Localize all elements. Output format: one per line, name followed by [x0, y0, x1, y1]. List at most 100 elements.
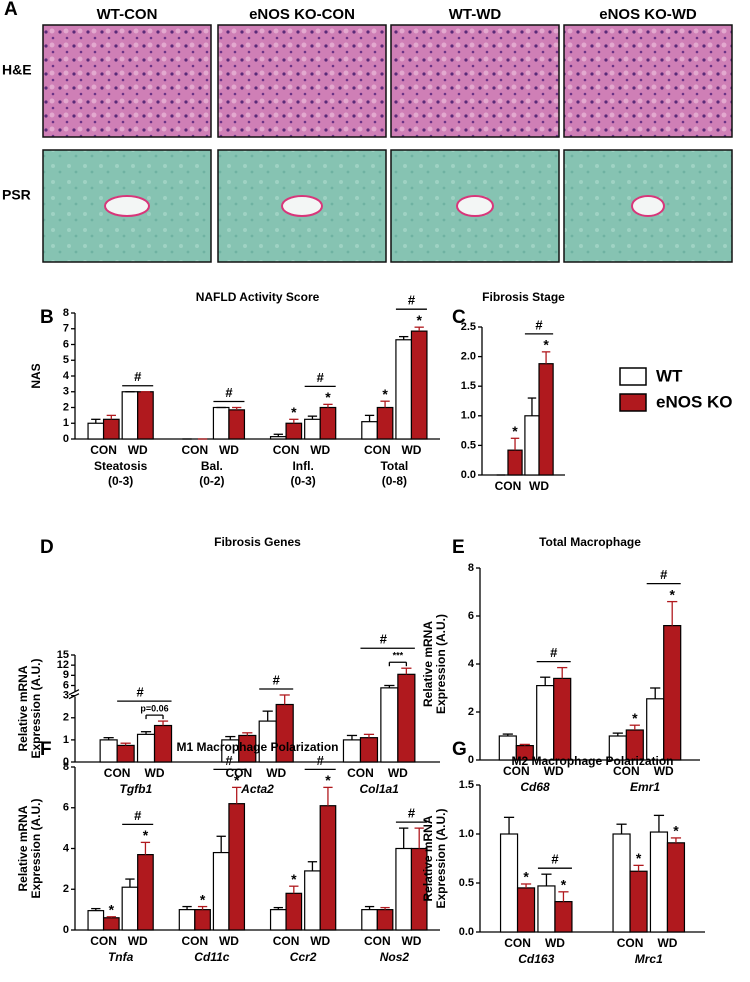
significance-star: * — [673, 823, 679, 839]
group-note: (0-2) — [199, 474, 224, 488]
x-tick-label: WD — [401, 443, 421, 457]
bar — [666, 842, 686, 933]
x-tick-label: CON — [181, 443, 208, 457]
bar — [649, 831, 669, 933]
bar — [376, 909, 394, 931]
group-label: Tnfa — [108, 950, 134, 964]
y-tick-label: 1.0 — [459, 828, 474, 840]
x-tick-label: WD — [145, 766, 165, 780]
y-tick-label: 8 — [63, 761, 69, 773]
panel-letter: C — [452, 307, 466, 328]
group-label: Tgfb1 — [119, 782, 152, 796]
significance-star: * — [143, 827, 149, 843]
significance-star: * — [523, 869, 529, 885]
vessel — [104, 195, 150, 217]
bar — [342, 739, 362, 763]
panel-letter: A — [4, 0, 18, 20]
y-axis-label: Expression (A.U.) — [29, 658, 43, 758]
x-tick-label: WD — [219, 934, 239, 948]
bracket-label: # — [136, 685, 144, 700]
significance-star: * — [291, 871, 297, 887]
significance-star: * — [382, 386, 388, 402]
panel-letter: D — [40, 537, 54, 558]
significance-star: * — [234, 772, 240, 788]
bar — [137, 854, 154, 931]
significance-star: * — [109, 901, 115, 917]
y-tick-label: 2 — [63, 883, 69, 895]
x-tick-label: WD — [388, 766, 408, 780]
bar — [304, 870, 321, 931]
x-tick-label: WD — [128, 934, 148, 948]
bar — [361, 421, 378, 440]
bar — [538, 363, 554, 476]
bar — [178, 909, 196, 931]
bracket-label: # — [551, 852, 559, 867]
significance-star: * — [200, 891, 206, 907]
x-tick-label: WD — [544, 764, 564, 778]
bar — [99, 739, 118, 763]
y-tick-label: 0 — [63, 433, 69, 445]
legend-swatch — [619, 393, 647, 412]
y-tick-label: 8 — [63, 307, 69, 319]
x-tick-label: CON — [104, 766, 131, 780]
bar — [397, 673, 416, 763]
y-tick-label: 0.5 — [459, 877, 474, 889]
bar — [536, 684, 555, 761]
x-tick-label: WD — [310, 443, 330, 457]
bracket-label: # — [550, 645, 558, 660]
bar — [410, 330, 428, 440]
bar — [319, 805, 337, 931]
panel-letter: F — [40, 739, 52, 760]
y-axis-label: Expression (A.U.) — [29, 798, 43, 898]
histology-image — [390, 24, 560, 138]
y-tick-label: 0.5 — [461, 439, 476, 451]
chart-title: Fibrosis Genes — [214, 535, 301, 549]
x-tick-label: CON — [181, 934, 208, 948]
y-tick-label: 2 — [63, 712, 69, 724]
chart-title: Total Macrophage — [539, 535, 641, 549]
vessel — [456, 195, 494, 217]
group-label: Nos2 — [380, 950, 410, 964]
x-tick-label: CON — [617, 936, 644, 950]
y-axis-label: Relative mRNA — [421, 621, 435, 707]
bar — [228, 409, 246, 440]
bar — [612, 833, 631, 933]
bar — [285, 422, 303, 440]
bar — [285, 892, 303, 931]
axis-break-gap — [70, 691, 80, 697]
column-header: eNOS KO-WD — [599, 6, 697, 23]
y-tick-label: 0 — [63, 924, 69, 936]
group-label: Emr1 — [630, 780, 660, 794]
x-tick-label: CON — [273, 443, 300, 457]
y-tick-label: 6 — [468, 610, 474, 622]
bar — [554, 901, 573, 933]
legend-label: WT — [656, 366, 683, 385]
x-tick-label: CON — [503, 764, 530, 778]
bracket-label: # — [134, 808, 142, 823]
bar — [376, 406, 394, 440]
bar — [304, 418, 321, 440]
y-tick-label: 6 — [63, 679, 69, 691]
y-tick-label: 1.5 — [461, 380, 476, 392]
y-tick-label: 5 — [63, 354, 69, 366]
row-label: H&E — [2, 62, 32, 78]
bar — [319, 406, 337, 440]
column-header: eNOS KO-CON — [249, 6, 355, 23]
y-tick-label: 2 — [63, 401, 69, 413]
group-note: (0-3) — [108, 474, 133, 488]
x-tick-label: CON — [504, 936, 531, 950]
bar — [212, 851, 230, 931]
y-tick-label: 6 — [63, 338, 69, 350]
bar — [136, 733, 156, 763]
y-axis-label: Relative mRNA — [16, 665, 30, 751]
group-label: Acta2 — [240, 782, 274, 796]
group-label: Bal. — [201, 459, 223, 473]
bar — [212, 406, 230, 440]
histology-image — [42, 24, 212, 138]
x-tick-label: WD — [545, 936, 565, 950]
significance-star: * — [632, 710, 638, 726]
group-label: Mrc1 — [635, 952, 663, 966]
y-tick-label: 0 — [63, 756, 69, 768]
bracket-label: # — [225, 385, 233, 400]
y-tick-label: 2.0 — [461, 351, 476, 363]
